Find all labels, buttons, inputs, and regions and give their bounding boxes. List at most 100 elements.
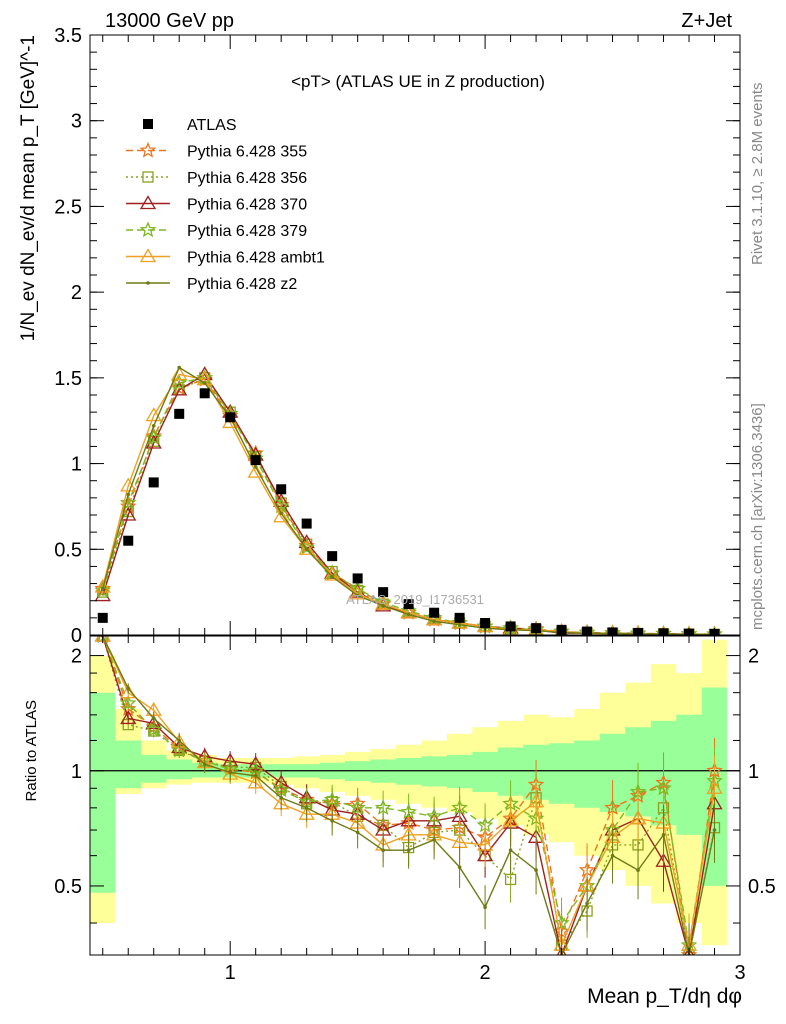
series-5-ratio-point bbox=[629, 810, 647, 825]
ratio-band-inner bbox=[90, 687, 728, 893]
legend-label-2: Pythia 6.428 356 bbox=[187, 170, 307, 187]
legend-label-3: Pythia 6.428 370 bbox=[187, 197, 307, 214]
series-4-ratio-point bbox=[451, 799, 468, 815]
atlas-data-point bbox=[352, 573, 363, 584]
series-6-point bbox=[151, 424, 156, 428]
series-4-point bbox=[655, 625, 672, 635]
side-text-top: Rivet 3.1.10, ≥ 2.8M events bbox=[749, 83, 766, 266]
series-4-ratio-point bbox=[655, 779, 672, 796]
series-6-point bbox=[126, 492, 131, 497]
series-6-ratio-point bbox=[610, 853, 615, 858]
series-6-ratio-point bbox=[483, 905, 487, 909]
y-tick-label: 0 bbox=[71, 625, 82, 647]
series-4-point bbox=[629, 624, 647, 635]
side-text-bottom: mcplots.cern.ch [arXiv:1306.3436] bbox=[749, 403, 766, 630]
series-6-ratio-point bbox=[406, 848, 411, 853]
series-4-point bbox=[680, 625, 698, 635]
series-4-point bbox=[120, 494, 137, 511]
legend-label-4: Pythia 6.428 379 bbox=[187, 223, 307, 240]
series-5-point bbox=[273, 508, 290, 523]
legend-marker-2 bbox=[142, 171, 154, 183]
series-4-ratio-point bbox=[374, 799, 392, 815]
legend-marker-6 bbox=[146, 281, 150, 285]
legend-label-1: Pythia 6.428 355 bbox=[187, 144, 307, 161]
series-6-ratio-point bbox=[228, 770, 232, 775]
legend-label-6: Pythia 6.428 z2 bbox=[187, 276, 297, 293]
series-6-point bbox=[253, 465, 258, 469]
atlas-data-point bbox=[378, 587, 389, 598]
series-5-point bbox=[94, 578, 111, 593]
ratio-tick-label: 1 bbox=[71, 761, 82, 783]
legend-marker-atlas bbox=[143, 119, 153, 129]
series-6-ratio-point bbox=[279, 795, 283, 800]
y-tick-label: 0.5 bbox=[54, 539, 82, 561]
series-5-point bbox=[375, 595, 392, 610]
atlas-data-point bbox=[225, 412, 236, 423]
series-6-point bbox=[330, 574, 334, 579]
header-right: Z+Jet bbox=[681, 10, 732, 32]
atlas-data-point bbox=[174, 408, 185, 419]
atlas-data-point bbox=[97, 612, 108, 623]
y-tick-label: 1 bbox=[71, 454, 82, 476]
series-6-ratio-point bbox=[661, 833, 666, 837]
x-tick-label: 3 bbox=[734, 962, 745, 984]
ratio-tick-label-right: 0.5 bbox=[748, 876, 776, 898]
series-6-ratio-point bbox=[253, 774, 258, 778]
ratio-tick-label-right: 2 bbox=[748, 646, 759, 668]
x-tick-label: 1 bbox=[225, 962, 236, 984]
series-5-ratio-point bbox=[502, 812, 519, 827]
series-5-point bbox=[400, 604, 417, 619]
legend-marker-1 bbox=[139, 141, 157, 158]
series-4-ratio-point bbox=[171, 741, 188, 758]
atlas-data-point bbox=[505, 621, 516, 632]
main-frame bbox=[89, 34, 741, 636]
series-4-ratio-point bbox=[400, 803, 417, 820]
series-3-ratio-point bbox=[684, 946, 694, 955]
series-6-ratio-point bbox=[712, 828, 717, 832]
y-tick-label: 3.5 bbox=[54, 25, 82, 47]
series-6-ratio-point bbox=[355, 830, 360, 835]
ratio-tick-label-right: 1 bbox=[748, 761, 759, 783]
atlas-data-point bbox=[429, 607, 440, 618]
series-5-ratio-point bbox=[527, 793, 545, 808]
series-6-point bbox=[381, 604, 385, 608]
series-6-ratio-point bbox=[381, 848, 385, 853]
series-6-ratio-point bbox=[508, 848, 513, 853]
series-5-ratio-point bbox=[706, 779, 723, 794]
series-4-point bbox=[349, 579, 366, 596]
series-6-point bbox=[406, 612, 411, 617]
atlas-data-point bbox=[403, 599, 414, 610]
atlas-data-point bbox=[327, 551, 338, 562]
legend-marker-3 bbox=[139, 195, 157, 210]
series-6-ratio-point bbox=[304, 806, 309, 810]
atlas-data-point bbox=[148, 477, 159, 488]
atlas-data-point bbox=[301, 518, 312, 529]
ratio-tick-label: 2 bbox=[71, 646, 82, 668]
series-4-point bbox=[196, 369, 214, 385]
series-3-ratio-point bbox=[556, 946, 567, 955]
legend-label-atlas: ATLAS bbox=[187, 117, 237, 134]
legend-marker-4 bbox=[139, 221, 157, 238]
legend-label-5: Pythia 6.428 ambt1 bbox=[187, 250, 325, 267]
series-6-ratio-point bbox=[151, 716, 156, 721]
series-6-point bbox=[355, 593, 360, 598]
series-5-point bbox=[298, 540, 315, 555]
series-4-point bbox=[145, 429, 163, 445]
series-6-ratio-point bbox=[636, 868, 640, 872]
atlas-data-point bbox=[199, 388, 210, 399]
series-6-point bbox=[304, 547, 309, 552]
atlas-data-point bbox=[250, 455, 261, 466]
y-axis-label: 1/N_ev dN_ev/d mean p_T [GeV]^-1 bbox=[18, 35, 39, 341]
header-left: 13000 GeV pp bbox=[105, 10, 234, 32]
series-5-point bbox=[145, 407, 162, 422]
series-5-ratio-point bbox=[476, 836, 494, 851]
x-axis-label: Mean p_T/dη dφ bbox=[587, 985, 742, 1008]
series-6-ratio-point bbox=[177, 738, 182, 743]
series-4-point bbox=[604, 624, 621, 635]
x-tick-label: 2 bbox=[480, 962, 491, 984]
series-3-ratio-point bbox=[655, 852, 672, 867]
y-tick-label: 2 bbox=[71, 282, 82, 304]
series-6-ratio-point bbox=[330, 818, 334, 823]
series-3-ratio-point bbox=[120, 710, 137, 725]
ratio-plot-area bbox=[90, 636, 740, 955]
